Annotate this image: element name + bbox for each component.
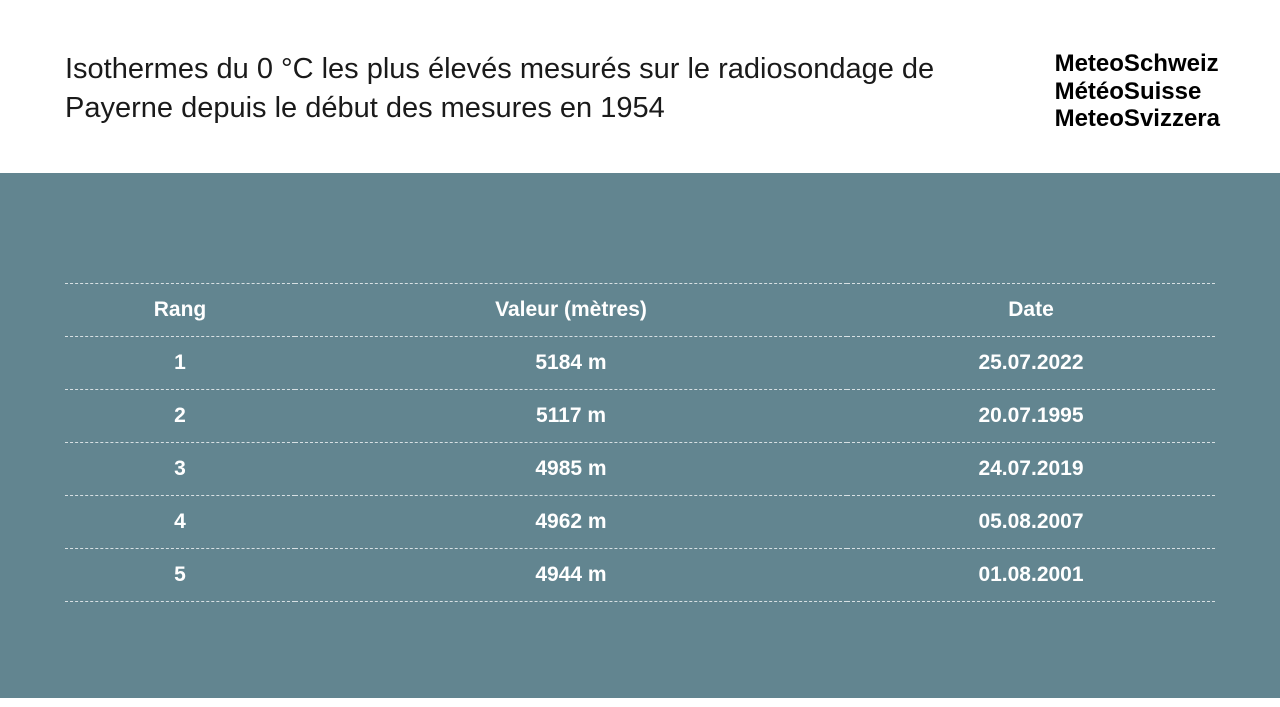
table-row: 1 5184 m 25.07.2022 (65, 336, 1215, 389)
cell-rank: 3 (65, 442, 295, 495)
cell-date: 24.07.2019 (847, 442, 1215, 495)
cell-value: 5117 m (295, 389, 847, 442)
cell-rank: 1 (65, 336, 295, 389)
cell-value: 4944 m (295, 548, 847, 601)
logo-line-fr: MétéoSuisse (1055, 78, 1220, 106)
table-row: 3 4985 m 24.07.2019 (65, 442, 1215, 495)
brand-logo: MeteoSchweiz MétéoSuisse MeteoSvizzera (1055, 50, 1220, 133)
cell-date: 20.07.1995 (847, 389, 1215, 442)
cell-value: 5184 m (295, 336, 847, 389)
cell-rank: 4 (65, 495, 295, 548)
cell-rank: 2 (65, 389, 295, 442)
table-header-row: Rang Valeur (mètres) Date (65, 283, 1215, 336)
logo-line-it: MeteoSvizzera (1055, 105, 1220, 133)
table-container: Rang Valeur (mètres) Date 1 5184 m 25.07… (0, 173, 1280, 698)
logo-line-de: MeteoSchweiz (1055, 50, 1220, 78)
col-header-value: Valeur (mètres) (295, 283, 847, 336)
page-title: Isothermes du 0 °C les plus élevés mesur… (65, 50, 945, 128)
table-row: 5 4944 m 01.08.2001 (65, 548, 1215, 601)
cell-value: 4962 m (295, 495, 847, 548)
cell-date: 25.07.2022 (847, 336, 1215, 389)
col-header-date: Date (847, 283, 1215, 336)
cell-date: 05.08.2007 (847, 495, 1215, 548)
header: Isothermes du 0 °C les plus élevés mesur… (0, 0, 1280, 173)
table-row: 2 5117 m 20.07.1995 (65, 389, 1215, 442)
table-row: 4 4962 m 05.08.2007 (65, 495, 1215, 548)
cell-rank: 5 (65, 548, 295, 601)
cell-date: 01.08.2001 (847, 548, 1215, 601)
isotherm-table: Rang Valeur (mètres) Date 1 5184 m 25.07… (65, 283, 1215, 602)
col-header-rank: Rang (65, 283, 295, 336)
cell-value: 4985 m (295, 442, 847, 495)
